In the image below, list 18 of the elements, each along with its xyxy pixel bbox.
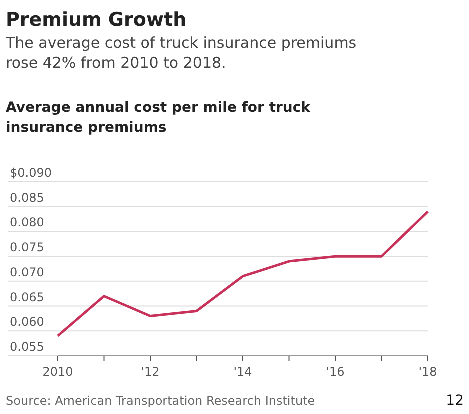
- x-tick-label: '18: [418, 365, 438, 379]
- x-tick-label: '16: [326, 365, 345, 379]
- text: 12: [446, 393, 464, 409]
- chart-title: Premium Growth: [6, 9, 187, 31]
- x-tick-label: '14: [234, 365, 252, 379]
- y-tick-label: 0.075: [10, 240, 44, 255]
- y-tick-label: 0.055: [10, 340, 44, 354]
- y-tick-label: 0.085: [10, 190, 44, 205]
- y-tick-label: $0.090: [10, 166, 52, 180]
- x-tick-label: '12: [141, 365, 160, 379]
- y-tick-label: 0.060: [10, 315, 44, 330]
- y-tick-label: 0.070: [10, 265, 44, 280]
- y-tick-label: 0.065: [10, 290, 44, 304]
- source-note: Source: American Transportation Research Institute: [6, 394, 316, 408]
- y-tick-label: 0.080: [10, 216, 44, 230]
- chart-subtitle: The average cost of truck insurance premiums rose 42% from 2010 to 2018.: [5, 34, 357, 72]
- y-axis-title: Average annual cost per mile for truck insurance premiums: [6, 100, 312, 136]
- x-tick-label: 2010: [42, 365, 74, 379]
